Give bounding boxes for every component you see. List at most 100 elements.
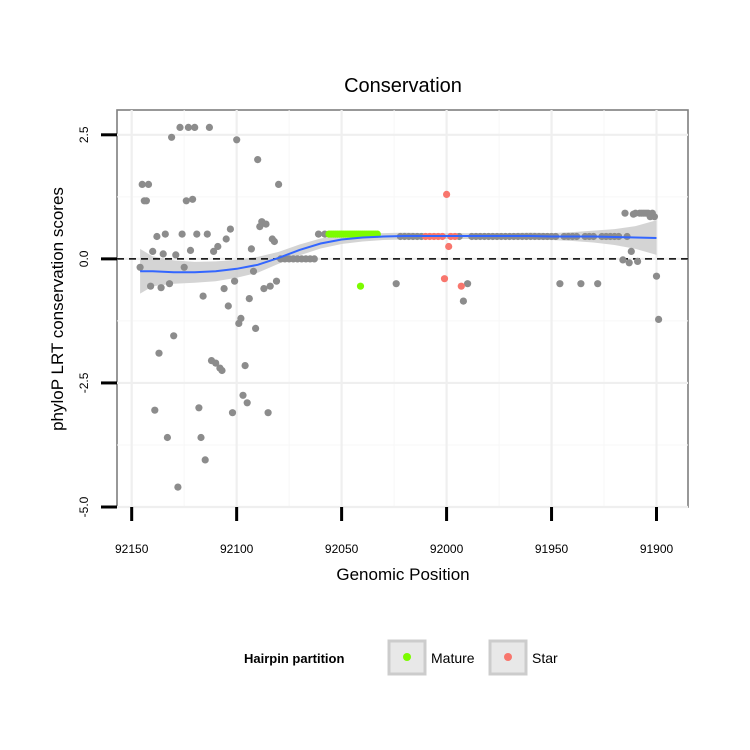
data-point-other [191,123,199,131]
data-point-other [231,277,239,285]
data-point-other [170,332,178,340]
data-point-other [464,280,472,288]
data-point-other [556,280,564,288]
data-point-other [262,220,270,228]
data-point-other [212,359,220,367]
legend-label-star: Star [532,650,558,666]
data-point-other [203,230,211,238]
data-point-star [440,275,449,283]
data-point-other [621,209,629,217]
data-point-other [241,362,249,370]
x-axis: 92150 92100 92050 92000 91950 91900 [115,507,674,556]
data-point-other [619,256,627,264]
data-point-other [176,123,184,131]
data-point-other [594,280,602,288]
data-point-other [201,456,209,464]
data-point-other [157,284,165,292]
data-point-other [163,433,171,442]
data-point-other [625,259,633,267]
data-point-other [459,297,467,305]
data-point-other [159,250,167,258]
y-tick-label: -2.5 [77,372,91,393]
data-point-other [180,263,188,271]
x-tick-label: 91900 [640,542,674,556]
legend-item-star: Star [488,639,558,676]
data-point-other [138,180,146,188]
plot-panel [116,109,689,508]
data-point-other [314,230,323,238]
data-point-other [254,156,262,164]
x-tick-label: 92150 [115,542,149,556]
smooth-line-layer [140,235,657,274]
data-point-other [275,180,283,188]
data-point-other [136,263,144,271]
data-point-other [168,133,176,141]
data-point-other [233,136,241,144]
chart-title: Conservation [344,75,462,97]
x-axis-label: Genomic Position [336,565,469,584]
data-point-other [226,225,234,233]
x-tick-label: 92100 [220,542,254,556]
data-point-other [650,213,659,221]
data-point-other [172,251,180,259]
data-point-other [149,247,157,255]
data-point-other [178,230,186,238]
data-point-other [655,315,663,323]
data-point-other [237,314,245,322]
data-point-other [264,409,272,417]
data-point-star [445,242,453,251]
data-point-other [310,255,318,263]
data-point-star [457,282,465,290]
data-point-other [392,280,400,288]
data-point-other [260,285,268,293]
data-point-other [153,232,161,241]
data-point-other [634,257,642,265]
data-point-other [161,230,169,238]
data-point-other [245,295,253,303]
y-tick-label: -5.0 [77,496,91,517]
data-point-other [182,197,190,205]
data-point-other [147,282,155,290]
data-point-other [577,280,585,288]
y-axis: -5.0 -2.5 0.0 2.5 [77,126,117,517]
grid-lines [117,110,688,509]
data-point-other [142,197,150,205]
data-point-other [195,404,203,412]
legend-key-mature [387,639,427,676]
data-point-other [174,483,182,491]
data-point-other [144,180,153,188]
data-point-other [239,391,247,399]
legend: Hairpin partition Mature Star [244,639,558,676]
data-point-other [249,267,258,275]
data-point-other [652,272,661,280]
data-point-other [155,349,163,357]
data-point-other [197,433,205,442]
x-tick-label: 92050 [325,542,359,556]
legend-title: Hairpin partition [244,651,344,666]
legend-item-mature: Mature [387,639,475,676]
legend-swatch-star [504,653,512,661]
y-tick-label: 2.5 [77,126,91,143]
data-point-other [184,123,192,131]
data-point-other [218,366,226,375]
y-axis-label: phyloP LRT conservation scores [48,187,67,431]
data-point-star [443,190,451,198]
x-tick-label: 92000 [430,542,464,556]
data-point-other [222,235,230,243]
data-point-other [189,195,197,203]
legend-swatch-mature [403,653,411,661]
plot-area [116,109,689,508]
data-point-other [199,292,207,300]
data-point-other [151,406,159,414]
data-point-other [186,246,195,254]
legend-label-mature: Mature [431,650,475,666]
data-point-other [224,302,232,310]
data-point-other [243,399,251,407]
y-tick-label: 0.0 [77,250,91,267]
data-point-other [220,285,228,293]
data-point-other [228,409,237,417]
data-point-other [266,282,274,290]
x-tick-label: 91950 [535,542,569,556]
data-point-other [270,237,278,246]
data-point-other [627,247,635,255]
